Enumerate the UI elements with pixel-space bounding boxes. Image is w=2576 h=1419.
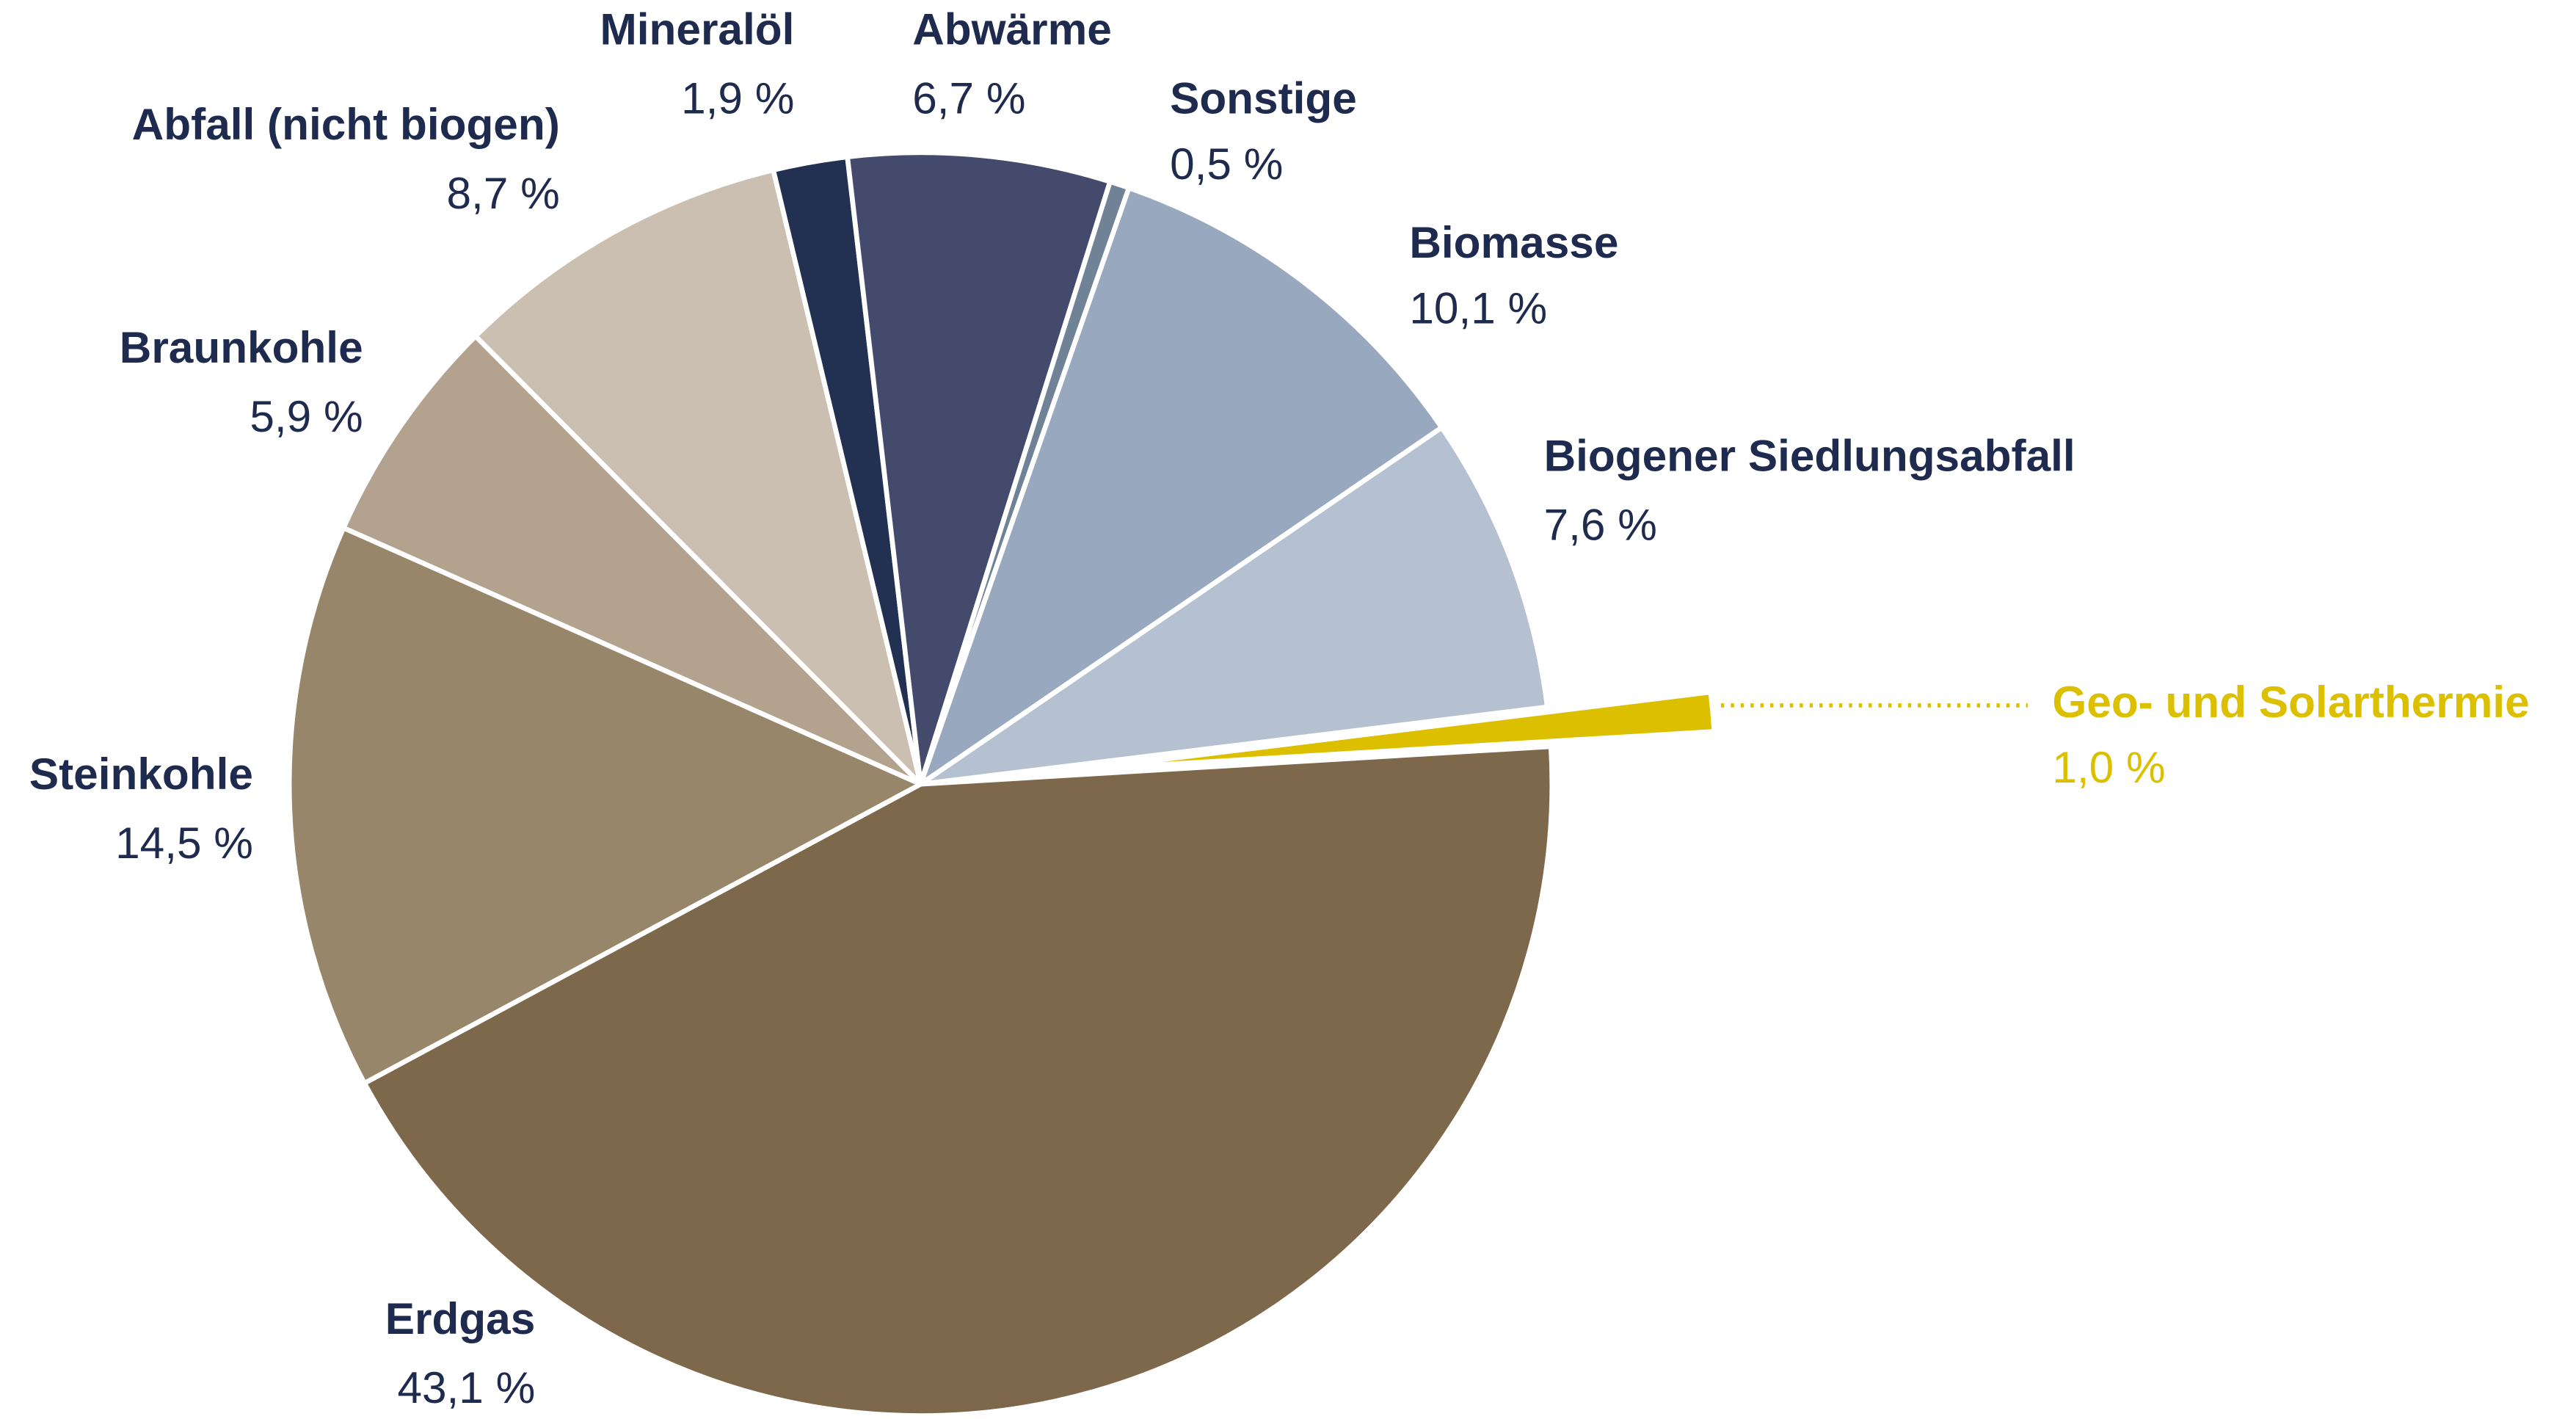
slice-label: Steinkohle — [29, 749, 253, 799]
slice-value-label: 1,9 % — [681, 73, 794, 123]
slice-value-label: 6,7 % — [912, 73, 1025, 123]
slice-label: Erdgas — [385, 1293, 536, 1343]
pie-slice — [918, 185, 1444, 787]
slice-value-label: 7,6 % — [1544, 500, 1657, 550]
pie-slice — [341, 333, 923, 787]
slice-label: Abwärme — [912, 4, 1112, 54]
pie-slice — [473, 167, 923, 787]
slice-value-label: 0,5 % — [1170, 139, 1283, 189]
slice-label: Sonstige — [1170, 73, 1357, 123]
slice-label: Mineralöl — [600, 4, 795, 54]
slice-value-label: 5,9 % — [250, 391, 363, 441]
slice-label: Braunkohle — [120, 322, 363, 372]
slice-value-label: 8,7 % — [447, 168, 560, 218]
slice-label: Biomasse — [1409, 217, 1618, 267]
slice-label: Geo- und Solarthermie — [2052, 677, 2529, 727]
slice-value-label: 1,0 % — [2052, 742, 2165, 792]
slice-label: Abfall (nicht biogen) — [132, 99, 560, 149]
pie-slice — [362, 744, 1555, 1418]
pie-slice — [1081, 689, 1717, 772]
pie-slice — [286, 525, 923, 1086]
pie-slice — [918, 425, 1550, 787]
slice-value-label: 43,1 % — [397, 1362, 535, 1412]
pie-slice — [845, 150, 1113, 787]
slice-value-label: 10,1 % — [1409, 283, 1547, 333]
slice-label: Biogener Siedlungsabfall — [1544, 431, 2075, 481]
slice-value-label: 14,5 % — [115, 818, 253, 868]
